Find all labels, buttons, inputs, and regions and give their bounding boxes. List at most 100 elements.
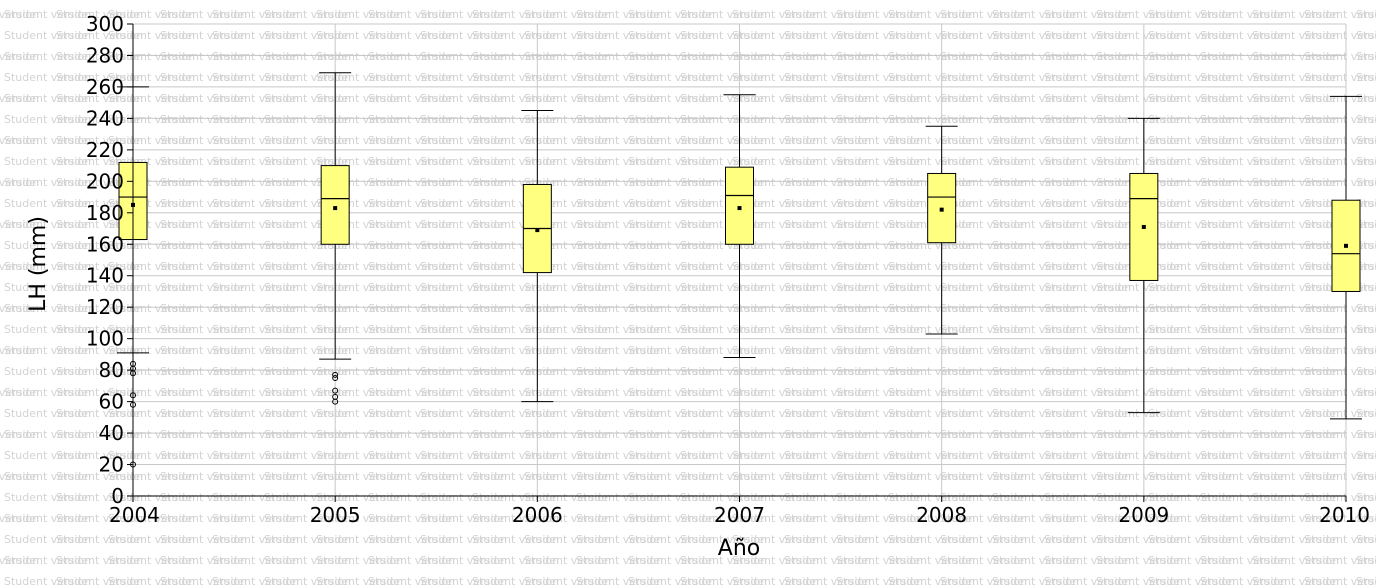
watermark-text: Student version — [992, 218, 1079, 231]
watermark-text: Student version — [784, 470, 871, 483]
watermark-text: Student version — [1304, 491, 1376, 504]
watermark-text: Student version — [680, 407, 767, 420]
watermark-text: Student version — [992, 365, 1079, 378]
watermark-text: Student version — [1148, 218, 1235, 231]
watermark-text: Student version — [1044, 407, 1131, 420]
watermark-text: Student version — [316, 407, 403, 420]
watermark-text: Student version — [680, 512, 767, 525]
watermark-text: Student version — [108, 281, 195, 294]
watermark-text: Student version — [732, 113, 819, 126]
watermark-text: Student version — [1252, 71, 1339, 84]
watermark-text: Student version — [108, 491, 195, 504]
watermark-text: Student version — [1356, 8, 1376, 21]
watermark-text: Student version — [1096, 428, 1183, 441]
watermark-text: Student version — [1044, 155, 1131, 168]
watermark-text: Student version — [992, 428, 1079, 441]
watermark-text: Student version — [784, 533, 871, 546]
watermark-text: Student version — [108, 512, 195, 525]
watermark-text: Student version — [368, 533, 455, 546]
watermark-text: Student version — [420, 449, 507, 462]
watermark-text: Student version — [264, 512, 351, 525]
watermark-text: Student version — [524, 302, 611, 315]
watermark-text: Student version — [680, 8, 767, 21]
watermark-text: Student version — [472, 533, 559, 546]
watermark-text: Student version — [160, 344, 247, 357]
watermark-text: Student version — [368, 134, 455, 147]
watermark-text: Student version — [108, 71, 195, 84]
watermark-text: Student version — [524, 281, 611, 294]
watermark-text: Student version — [836, 134, 923, 147]
watermark-text: Student version — [264, 323, 351, 336]
watermark-text: Student version — [56, 8, 143, 21]
watermark-text: Student version — [264, 29, 351, 42]
watermark-text: Student version — [784, 365, 871, 378]
watermark-text: Student version — [1252, 260, 1339, 273]
watermark-text: Student version — [888, 491, 975, 504]
watermark-text: Student version — [264, 155, 351, 168]
watermark-text: Student version — [576, 260, 663, 273]
watermark-text: Student version — [836, 323, 923, 336]
watermark-text: Student version — [56, 575, 143, 586]
watermark-text: Student version — [732, 134, 819, 147]
watermark-text: Student version — [1304, 323, 1376, 336]
y-tick-label: 160 — [86, 232, 124, 256]
watermark-text: Student version — [56, 71, 143, 84]
watermark-text: Student version — [940, 323, 1027, 336]
watermark-text: Student version — [836, 365, 923, 378]
watermark-text: Student version — [368, 92, 455, 105]
watermark-text: Student version — [264, 71, 351, 84]
watermark-text: Student version — [1200, 449, 1287, 462]
watermark-text: Student version — [1252, 344, 1339, 357]
watermark-text: Student version — [368, 197, 455, 210]
watermark-text: Student version — [1304, 302, 1376, 315]
watermark-text: Student version — [1148, 491, 1235, 504]
watermark-text: Student version — [524, 71, 611, 84]
watermark-text: Student version — [628, 302, 715, 315]
watermark-text: Student version — [1304, 407, 1376, 420]
y-tick-label: 80 — [99, 358, 124, 382]
watermark-text: Student version — [160, 365, 247, 378]
watermark-text: Student version — [524, 428, 611, 441]
watermark-text: Student version — [992, 323, 1079, 336]
watermark-text: Student version — [940, 239, 1027, 252]
watermark-text: Student version — [368, 176, 455, 189]
watermark-text: Student version — [1044, 260, 1131, 273]
watermark-text: Student version — [940, 533, 1027, 546]
watermark-text: Student version — [1200, 533, 1287, 546]
watermark-text: Student version — [576, 8, 663, 21]
watermark-text: Student version — [160, 113, 247, 126]
watermark-text: Student version — [56, 449, 143, 462]
watermark-text: Student version — [888, 92, 975, 105]
watermark-text: Student version — [680, 281, 767, 294]
watermark-text: Student version — [836, 512, 923, 525]
watermark-text: Student version — [576, 302, 663, 315]
chart-axes: 0 20 40 60 80 100 120 140 160 180 200 220 240 260 280 3… — [86, 12, 1370, 527]
watermark-text: Student version — [108, 575, 195, 586]
watermark-text: Student version — [836, 50, 923, 63]
watermark-text: Student version — [1148, 176, 1235, 189]
y-tick-label: 40 — [99, 421, 124, 445]
watermark-text: Student version — [576, 113, 663, 126]
watermark-text: Student version — [1044, 92, 1131, 105]
watermark-text: Student version — [472, 8, 559, 21]
watermark-text: Student version — [1304, 449, 1376, 462]
watermark-text: Student version — [212, 260, 299, 273]
watermark-text: Student version — [1096, 134, 1183, 147]
interquartile-box — [1331, 199, 1361, 292]
watermark-text: Student version — [56, 239, 143, 252]
watermark-text: Student version — [784, 512, 871, 525]
watermark-text: Student version — [1252, 281, 1339, 294]
watermark-text: Student version — [1356, 260, 1376, 273]
watermark-text: Student version — [4, 323, 91, 336]
watermark-text: Student version — [784, 491, 871, 504]
watermark-text: Student version — [4, 470, 91, 483]
watermark-text: Student version — [0, 50, 39, 63]
watermark-text: Student version — [784, 113, 871, 126]
watermark-text: Student version — [888, 554, 975, 567]
watermark-text: Student version — [4, 239, 91, 252]
watermark-text: Student version — [524, 386, 611, 399]
watermark-text: Student version — [160, 197, 247, 210]
watermark-text: Student version — [1044, 71, 1131, 84]
watermark-text: Student version — [576, 176, 663, 189]
